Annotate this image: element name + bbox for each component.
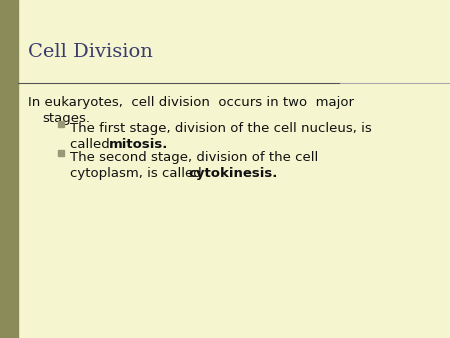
Text: cytoplasm, is called: cytoplasm, is called	[70, 167, 206, 180]
Text: The first stage, division of the cell nucleus, is: The first stage, division of the cell nu…	[70, 122, 372, 135]
Bar	[58, 121, 64, 127]
Text: stages.: stages.	[42, 112, 90, 125]
Text: In eukaryotes,  cell division  occurs in two  major: In eukaryotes, cell division occurs in t…	[28, 96, 354, 109]
Text: mitosis.: mitosis.	[109, 138, 168, 151]
Bar	[0, 0, 18, 338]
Text: cytokinesis.: cytokinesis.	[188, 167, 277, 180]
Text: called: called	[70, 138, 114, 151]
Text: Cell Division: Cell Division	[28, 43, 153, 61]
Bar	[58, 150, 64, 156]
Text: The second stage, division of the cell: The second stage, division of the cell	[70, 151, 318, 164]
